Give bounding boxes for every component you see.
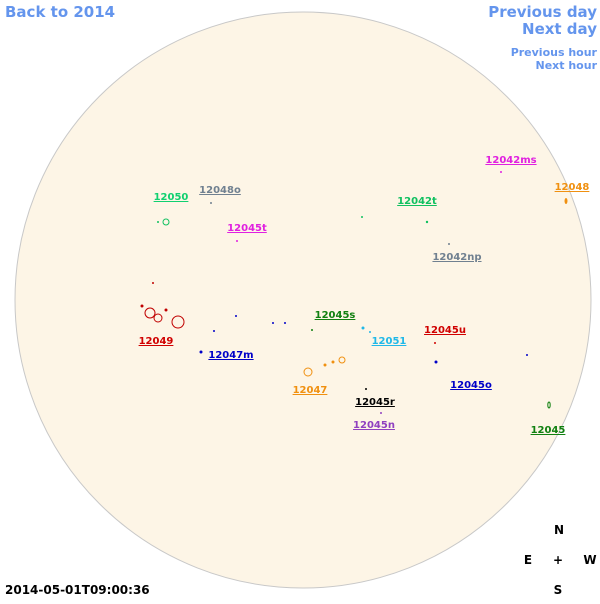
region-label[interactable]: 12042ms — [485, 155, 536, 166]
region-label[interactable]: 12045n — [353, 420, 395, 431]
next-day-link[interactable]: Next day — [522, 20, 597, 38]
spot — [361, 216, 363, 218]
spot — [235, 315, 237, 317]
spot — [162, 218, 170, 226]
spot — [526, 354, 528, 356]
spot — [164, 308, 168, 312]
compass-center: + — [553, 553, 563, 567]
spot — [152, 282, 154, 284]
spot — [547, 401, 551, 409]
spot — [210, 202, 212, 204]
spot — [331, 360, 335, 364]
next-hour-link[interactable]: Next hour — [536, 59, 598, 72]
previous-hour-link[interactable]: Previous hour — [511, 46, 598, 59]
region-label[interactable]: 12042np — [432, 252, 481, 263]
region-label[interactable]: 12042t — [397, 196, 437, 207]
spots — [140, 171, 568, 414]
spot — [272, 322, 274, 324]
region-label[interactable]: 12051 — [372, 336, 407, 347]
region-label[interactable]: 12045s — [315, 310, 356, 321]
region-label[interactable]: 12045r — [355, 397, 395, 408]
previous-day-link[interactable]: Previous day — [488, 3, 597, 21]
spot — [284, 322, 286, 324]
solar-disk — [14, 11, 592, 589]
spot — [380, 412, 382, 414]
spot — [361, 326, 365, 330]
region-label[interactable]: 12045 — [531, 425, 566, 436]
back-link[interactable]: Back to 2014 — [5, 3, 115, 21]
region-label[interactable]: 12045o — [450, 380, 492, 391]
spot — [311, 329, 313, 331]
spot — [236, 240, 238, 242]
spot — [157, 221, 159, 223]
spot — [213, 330, 215, 332]
spot — [434, 342, 436, 344]
region-label[interactable]: 12048o — [199, 185, 241, 196]
compass-south: S — [554, 583, 563, 597]
spot — [171, 315, 185, 329]
region-label[interactable]: 12045t — [227, 223, 267, 234]
spot — [365, 388, 367, 390]
spot — [448, 243, 450, 245]
spot — [338, 356, 346, 364]
region-label[interactable]: 12049 — [139, 336, 174, 347]
compass-west: W — [583, 553, 596, 567]
timestamp: 2014-05-01T09:00:36 — [5, 583, 150, 597]
spot — [153, 313, 163, 323]
spot — [425, 220, 429, 224]
region-labels: 12042ms 12048 12050 12048o 12042t 12045t 12042… — [139, 155, 590, 436]
spot — [434, 360, 438, 364]
region-label[interactable]: 12047 — [293, 385, 328, 396]
spot — [140, 304, 144, 308]
compass-north: N — [554, 523, 564, 537]
region-label[interactable]: 12050 — [154, 192, 189, 203]
region-label[interactable]: 12045u — [424, 325, 466, 336]
region-label[interactable]: 12048 — [555, 182, 590, 193]
compass: N E + W S — [524, 523, 597, 597]
spot — [303, 367, 313, 377]
spot — [323, 363, 327, 367]
spot — [199, 350, 203, 354]
spot — [369, 331, 371, 333]
region-label[interactable]: 12047m — [208, 350, 253, 361]
spot — [564, 198, 568, 204]
spot — [500, 171, 502, 173]
compass-east: E — [524, 553, 532, 567]
spot — [144, 307, 156, 319]
